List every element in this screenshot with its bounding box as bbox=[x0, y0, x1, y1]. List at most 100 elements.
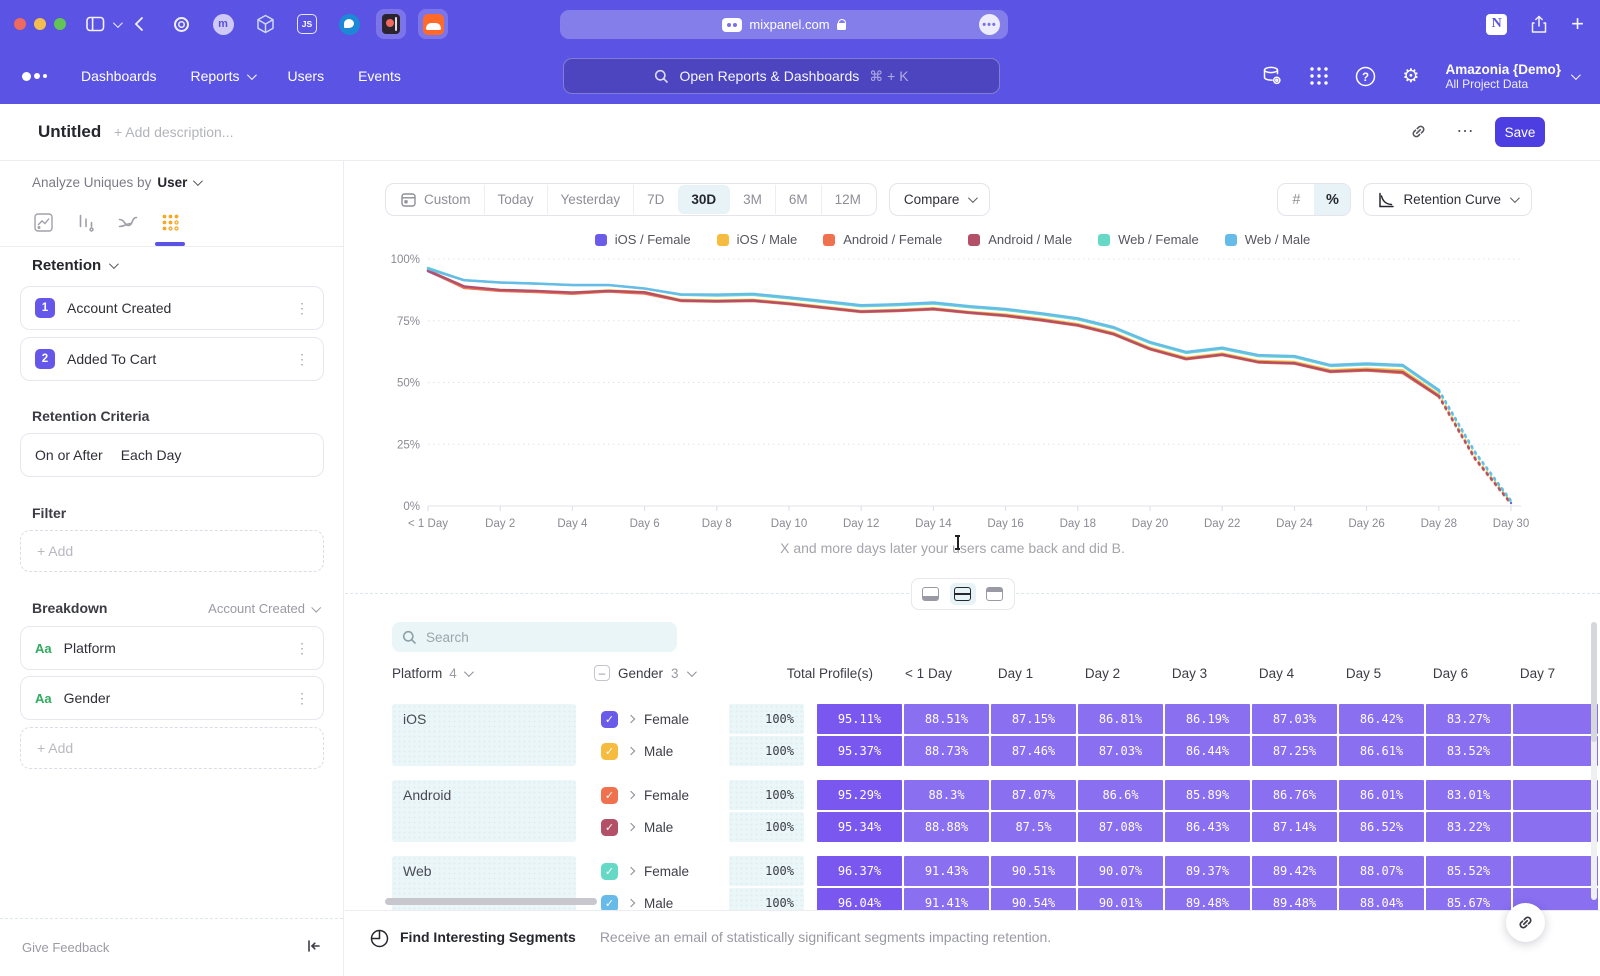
soundcloud-icon[interactable] bbox=[418, 9, 448, 39]
back-icon[interactable] bbox=[134, 16, 144, 32]
expand-row-icon[interactable] bbox=[626, 746, 636, 756]
table-row[interactable]: ✓ Female 100% 96.37% 91.43% 90.51% 90.07% 89.37… bbox=[601, 856, 1600, 886]
site-more-icon[interactable]: ••• bbox=[979, 14, 1000, 35]
analyze-value-dropdown[interactable]: User bbox=[157, 175, 188, 190]
kebab-menu-icon[interactable]: ⋮ bbox=[295, 639, 309, 656]
day-column-header[interactable]: Day 1 bbox=[997, 665, 1034, 681]
mixpanel-logo-icon[interactable] bbox=[22, 71, 47, 81]
table-row[interactable]: ✓ Female 100% 95.11% 88.51% 87.15% 86.81% 86.19… bbox=[601, 704, 1600, 734]
legend-item[interactable]: Android / Male bbox=[968, 232, 1072, 247]
day-column-header[interactable]: Day 6 bbox=[1432, 665, 1469, 681]
apps-grid-icon[interactable] bbox=[1309, 66, 1329, 86]
percent-toggle-button[interactable]: % bbox=[1314, 184, 1351, 215]
copy-link-icon[interactable] bbox=[1409, 122, 1428, 146]
nav-item-dashboards[interactable]: Dashboards bbox=[81, 68, 157, 84]
minimize-window-button[interactable] bbox=[34, 18, 46, 30]
kebab-menu-icon[interactable]: ⋮ bbox=[295, 350, 309, 367]
address-bar[interactable]: mixpanel.com ••• bbox=[560, 10, 1008, 39]
nav-item-events[interactable]: Events bbox=[358, 68, 401, 84]
table-only-view-button[interactable] bbox=[982, 583, 1008, 605]
expand-row-icon[interactable] bbox=[626, 714, 636, 724]
day-column-header[interactable]: Day 4 bbox=[1258, 665, 1295, 681]
close-window-button[interactable] bbox=[14, 18, 26, 30]
range-button-3m[interactable]: 3M bbox=[730, 185, 776, 214]
legend-item[interactable]: Web / Male bbox=[1224, 232, 1310, 247]
horizontal-scrollbar[interactable] bbox=[385, 898, 597, 905]
table-search[interactable] bbox=[392, 622, 677, 652]
save-button[interactable]: Save bbox=[1495, 117, 1545, 147]
range-button-6m[interactable]: 6M bbox=[776, 185, 822, 214]
step-card-1[interactable]: 1 Account Created ⋮ bbox=[20, 286, 324, 330]
legend-item[interactable]: iOS / Male bbox=[716, 232, 797, 247]
range-button-yesterday[interactable]: Yesterday bbox=[548, 185, 635, 214]
breakdown-card-gender[interactable]: Aa Gender ⋮ bbox=[20, 676, 324, 720]
segments-footer[interactable]: Find Interesting Segments Receive an ema… bbox=[345, 910, 1600, 976]
project-switcher[interactable]: Amazonia {Demo} All Project Data bbox=[1445, 62, 1581, 91]
expand-row-icon[interactable] bbox=[626, 898, 636, 908]
zoom-window-button[interactable] bbox=[54, 18, 66, 30]
count-toggle-button[interactable]: # bbox=[1292, 191, 1301, 208]
add-filter-button[interactable]: + Add bbox=[20, 530, 324, 572]
reader-icon[interactable] bbox=[376, 9, 406, 39]
vertical-scrollbar[interactable] bbox=[1591, 622, 1597, 900]
table-row[interactable]: ✓ Male 100% 95.37% 88.73% 87.46% 87.03% 86.44% 8… bbox=[601, 736, 1600, 766]
table-row[interactable]: ✓ Female 100% 95.29% 88.3% 87.07% 86.6% 85.89% 8… bbox=[601, 780, 1600, 810]
table-search-input[interactable] bbox=[426, 629, 646, 645]
compare-button[interactable]: Compare bbox=[888, 183, 991, 216]
retention-tab-icon[interactable] bbox=[155, 209, 185, 235]
new-tab-icon[interactable]: + bbox=[1571, 11, 1584, 36]
criteria-interval-dropdown[interactable]: Each Day bbox=[120, 447, 182, 463]
sidebar-toggle-icon[interactable] bbox=[86, 16, 105, 32]
notion-extension-icon[interactable]: N bbox=[1486, 13, 1508, 35]
share-icon[interactable] bbox=[1531, 15, 1547, 34]
nav-item-reports[interactable]: Reports bbox=[191, 68, 257, 84]
row-checkbox[interactable]: ✓ bbox=[601, 786, 618, 804]
share-link-floating-button[interactable] bbox=[1506, 903, 1545, 942]
row-checkbox[interactable]: ✓ bbox=[601, 742, 618, 760]
target-icon[interactable] bbox=[166, 9, 196, 39]
add-description[interactable]: + Add description... bbox=[114, 124, 234, 140]
day-column-header[interactable]: Day 3 bbox=[1171, 665, 1208, 681]
range-button-7d[interactable]: 7D bbox=[634, 185, 678, 214]
expand-row-icon[interactable] bbox=[626, 790, 636, 800]
help-icon[interactable]: ? bbox=[1355, 66, 1376, 87]
give-feedback-link[interactable]: Give Feedback bbox=[22, 940, 110, 955]
day-column-header[interactable]: Day 5 bbox=[1345, 665, 1382, 681]
add-breakdown-button[interactable]: + Add bbox=[20, 727, 324, 769]
window-controls[interactable] bbox=[14, 18, 66, 30]
step-card-2[interactable]: 2 Added To Cart ⋮ bbox=[20, 337, 324, 381]
row-checkbox[interactable]: ✓ bbox=[601, 818, 618, 836]
range-button-12m[interactable]: 12M bbox=[822, 185, 874, 214]
legend-item[interactable]: Web / Female bbox=[1098, 232, 1199, 247]
gender-column-header[interactable]: – Gender 3 bbox=[594, 665, 772, 681]
kebab-menu-icon[interactable]: ⋮ bbox=[295, 299, 309, 316]
expand-row-icon[interactable] bbox=[626, 822, 636, 832]
day-column-header[interactable]: Day 2 bbox=[1084, 665, 1121, 681]
data-management-icon[interactable] bbox=[1261, 65, 1283, 87]
chart-only-view-button[interactable] bbox=[918, 583, 944, 605]
funnels-tab-icon[interactable] bbox=[71, 209, 101, 235]
chart-type-dropdown[interactable]: Retention Curve bbox=[1363, 183, 1532, 216]
row-checkbox[interactable]: ✓ bbox=[601, 894, 618, 910]
platform-column-header[interactable]: Platform 4 bbox=[392, 666, 576, 681]
flows-tab-icon[interactable] bbox=[113, 209, 143, 235]
criteria-card[interactable]: On or After Each Day bbox=[20, 433, 324, 477]
breakdown-card-platform[interactable]: Aa Platform ⋮ bbox=[20, 626, 324, 670]
collapse-sidebar-icon[interactable] bbox=[306, 939, 321, 956]
breakdown-event-dropdown[interactable]: Account Created bbox=[208, 601, 322, 616]
range-button-today[interactable]: Today bbox=[485, 185, 548, 214]
js-icon[interactable]: JS bbox=[292, 9, 322, 39]
chevron-down-icon[interactable] bbox=[112, 17, 123, 28]
legend-item[interactable]: Android / Female bbox=[823, 232, 942, 247]
range-button-custom[interactable]: Custom bbox=[388, 185, 485, 214]
table-row[interactable]: ✓ Male 100% 96.04% 91.41% 90.54% 90.01% 89.48% 8… bbox=[601, 888, 1600, 910]
kebab-menu-icon[interactable]: ⋮ bbox=[295, 689, 309, 706]
expand-row-icon[interactable] bbox=[626, 866, 636, 876]
bird-icon[interactable] bbox=[334, 9, 364, 39]
day-column-header[interactable]: < 1 Day bbox=[905, 665, 952, 681]
more-actions-icon[interactable]: … bbox=[1456, 116, 1475, 136]
cube-icon[interactable] bbox=[250, 9, 280, 39]
range-button-30d[interactable]: 30D bbox=[678, 185, 731, 214]
retention-section-header[interactable]: Retention bbox=[32, 257, 120, 274]
criteria-condition-dropdown[interactable]: On or After bbox=[35, 447, 103, 463]
